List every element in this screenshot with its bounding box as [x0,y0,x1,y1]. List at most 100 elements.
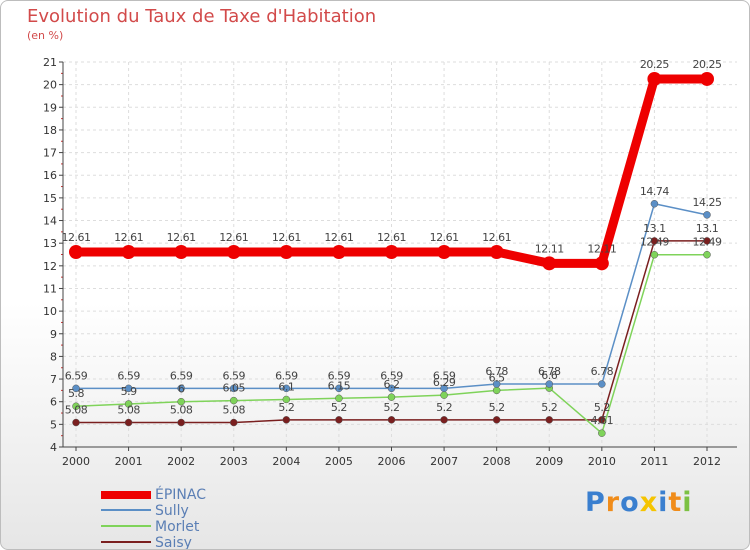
data-point [440,416,448,424]
data-label: 6 [178,383,185,396]
x-tick-label: 2009 [535,455,563,468]
data-point [492,380,501,388]
data-label: 6.78 [485,365,508,378]
data-label: 12.61 [167,231,196,244]
data-point [545,380,553,388]
data-point [72,384,80,393]
data-point [650,250,659,259]
data-point [703,237,711,245]
data-point [124,418,133,427]
legend-swatch-morlet [101,525,151,527]
chart-title: Evolution du Taux de Taxe d'Habitation [27,6,377,27]
x-tick-label: 2011 [640,455,668,468]
data-label: 6.05 [223,382,246,395]
y-tick-label: 12 [43,260,57,273]
data-label: 6.78 [538,365,561,378]
data-point [282,384,291,393]
data-label: 12.49 [693,236,722,249]
data-label: 5.2 [489,401,505,414]
data-label: 5.08 [223,404,246,417]
data-point [72,418,80,427]
y-tick-label: 7 [50,373,57,386]
data-point [121,245,136,260]
data-label: 14.74 [640,185,669,198]
legend-label: Saisy [155,535,192,550]
data-point [282,395,291,404]
legend-label: ÉPINAC [155,487,206,503]
proxiti-logo: Proxiti [585,487,693,518]
data-point [177,384,185,393]
y-tick-label: 8 [50,350,57,363]
legend-swatch-sully [101,509,151,511]
legend-swatch-epinac [101,491,151,499]
data-label: 12.11 [535,242,564,255]
data-label: 6.59 [65,369,88,382]
data-point [335,394,343,403]
x-tick-label: 2008 [483,455,511,468]
y-tick-label: 14 [43,215,57,228]
y-tick-label: 18 [43,124,57,137]
legend-label: Sully [155,503,189,519]
logo-letter: i [682,487,693,518]
data-point [545,416,553,424]
data-label: 12.61 [114,231,143,244]
data-label: 6.59 [380,369,403,382]
x-tick-label: 2003 [220,455,248,468]
data-point [703,250,711,259]
data-label: 6.59 [328,369,351,382]
data-label: 20.25 [640,58,669,71]
data-label: 12.49 [640,236,669,249]
data-point [387,416,396,424]
y-tick-label: 5 [50,418,57,431]
x-tick-label: 2010 [588,455,616,468]
data-label: 5.2 [594,401,610,414]
data-label: 12.61 [62,231,91,244]
y-tick-label: 6 [50,396,57,409]
data-point [440,384,448,393]
data-label: 4.61 [591,414,614,427]
logo-letter: r [605,487,621,518]
data-point [331,245,346,260]
data-point [703,211,711,219]
data-label: 14.25 [693,196,722,209]
data-label: 6.59 [170,369,193,382]
data-point [230,396,238,405]
data-label: 6.59 [223,369,246,382]
x-tick-label: 2000 [62,455,90,468]
data-point [384,245,399,260]
y-tick-label: 11 [43,282,57,295]
data-label: 12.61 [219,231,248,244]
data-point [650,200,659,208]
data-point [387,384,396,393]
data-point [542,256,557,271]
data-label: 12.61 [324,231,353,244]
data-label: 6.2 [384,378,400,391]
logo-letter: i [658,487,669,518]
data-label: 5.08 [65,404,88,417]
data-label: 13.1 [696,222,719,235]
y-tick-label: 20 [43,79,57,92]
data-label: 12.11 [587,242,616,255]
data-label: 6.15 [328,379,351,392]
data-point [335,384,343,393]
data-label: 5.08 [117,404,140,417]
data-label: 6.78 [591,365,614,378]
data-label: 12.61 [482,231,511,244]
data-point [647,71,662,86]
data-point [492,386,501,395]
logo-letter: t [668,487,683,518]
data-label: 5.2 [384,401,400,414]
data-point [282,416,291,424]
data-label: 5.08 [170,404,193,417]
data-label: 6.1 [278,380,294,393]
data-point [492,416,501,424]
data-point [598,380,606,388]
x-tick-label: 2001 [115,455,143,468]
data-point [72,402,80,410]
data-point [69,245,83,260]
data-label: 6.5 [489,371,505,384]
x-tick-label: 2004 [272,455,300,468]
logo-letter: P [585,487,606,518]
